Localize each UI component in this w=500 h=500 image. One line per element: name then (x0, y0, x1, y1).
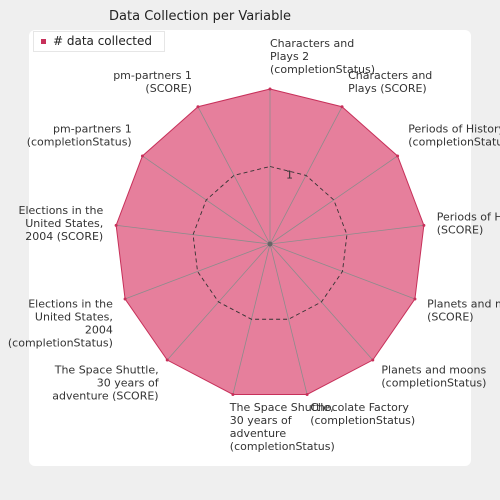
data-point (196, 105, 199, 108)
axis-label: pm-partners 1 (SCORE) (113, 69, 192, 95)
data-point (124, 297, 127, 300)
center-point (268, 242, 273, 247)
axis-label: pm-partners 1 (completionStatus) (27, 123, 132, 149)
data-point (141, 154, 144, 157)
axis-label: The Space Shuttle, 30 years of adventure (… (52, 364, 159, 403)
axis-label: Elections in the United States, 2004 (SCOR… (19, 204, 104, 243)
data-point (422, 224, 425, 227)
data-point (231, 393, 234, 396)
axis-label: Elections in the United States, 2004 (compl… (8, 298, 113, 350)
data-point (396, 154, 399, 157)
axis-label: Planets and moons (completionStatus) (381, 364, 486, 390)
data-point (413, 297, 416, 300)
data-point (166, 359, 169, 362)
data-point (115, 224, 118, 227)
axis-label: Planets and moons(SCORE) (427, 298, 500, 324)
radial-tick-label: 1 (286, 169, 293, 182)
data-point (371, 359, 374, 362)
axis-label: Periods of History(SCORE) (437, 211, 500, 237)
axis-label: Periods of History(completionStatus) (408, 123, 500, 149)
data-point (341, 105, 344, 108)
data-point (269, 88, 272, 91)
axis-label: Characters and Plays (SCORE) (348, 69, 432, 95)
data-point (306, 393, 309, 396)
